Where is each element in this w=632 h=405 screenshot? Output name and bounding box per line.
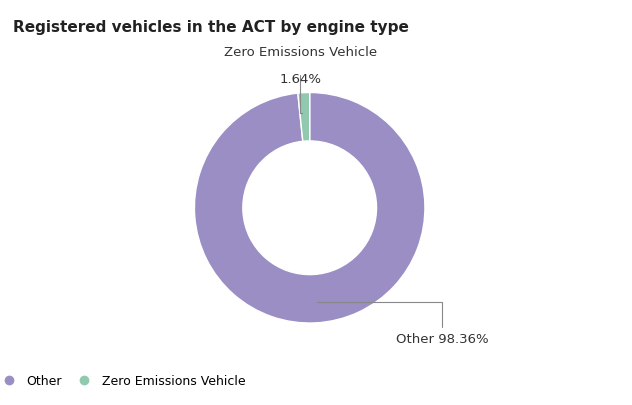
Text: 1.64%: 1.64% xyxy=(279,72,322,85)
Text: Registered vehicles in the ACT by engine type: Registered vehicles in the ACT by engine… xyxy=(13,20,408,35)
Text: Zero Emissions Vehicle: Zero Emissions Vehicle xyxy=(224,46,377,59)
Legend: Other, Zero Emissions Vehicle: Other, Zero Emissions Vehicle xyxy=(0,369,250,392)
Text: Other 98.36%: Other 98.36% xyxy=(317,303,489,345)
Wedge shape xyxy=(195,93,425,323)
Wedge shape xyxy=(298,93,310,142)
